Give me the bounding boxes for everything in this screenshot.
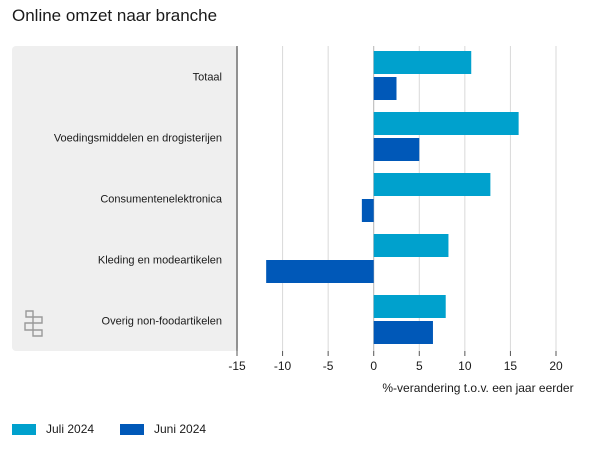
legend-item-juli[interactable]: Juli 2024 (12, 422, 94, 436)
tick-label: 20 (549, 359, 563, 373)
category-label: Totaal (193, 72, 222, 84)
legend-label-juli: Juli 2024 (46, 422, 95, 436)
legend-swatch-juni (120, 423, 144, 435)
tick-label: 15 (504, 359, 518, 373)
category-label: Overig non-foodartikelen (102, 316, 222, 328)
category-label: Consumentenelektronica (100, 194, 223, 206)
legend-label-juni: Juni 2024 (154, 422, 207, 436)
cbs-logo-icon (24, 310, 43, 337)
x-axis-label: %-verandering t.o.v. een jaar eerder (382, 381, 573, 395)
chart-title: Online omzet naar branche (12, 6, 218, 25)
legend-item-juni[interactable]: Juni 2024 (120, 422, 206, 436)
bar-juni[interactable] (373, 138, 420, 161)
bar-juli[interactable] (373, 51, 472, 74)
bar-juli[interactable] (373, 295, 446, 318)
bar-juni[interactable] (266, 260, 374, 283)
category-label: Kleding en modeartikelen (98, 255, 222, 267)
tick-label: -5 (323, 359, 334, 373)
tick-label: 0 (370, 359, 377, 373)
bar-juli[interactable] (373, 234, 449, 257)
category-label: Voedingsmiddelen en drogisterijen (54, 133, 222, 145)
bars (266, 51, 519, 344)
bar-juli[interactable] (373, 173, 491, 196)
tick-label: 10 (458, 359, 472, 373)
tick-label: -15 (228, 359, 246, 373)
bar-juni[interactable] (373, 321, 433, 344)
bar-juni[interactable] (361, 199, 374, 222)
tick-labels: -15 -10 -5 0 5 10 15 20 (228, 351, 563, 373)
bar-juli[interactable] (373, 112, 519, 135)
category-labels: Totaal Voedingsmiddelen en drogisterijen C… (54, 72, 223, 328)
bar-juni[interactable] (373, 77, 397, 100)
legend-swatch-juli (12, 423, 36, 435)
label-panel (12, 46, 238, 351)
tick-label: -10 (274, 359, 292, 373)
tick-label: 5 (416, 359, 423, 373)
